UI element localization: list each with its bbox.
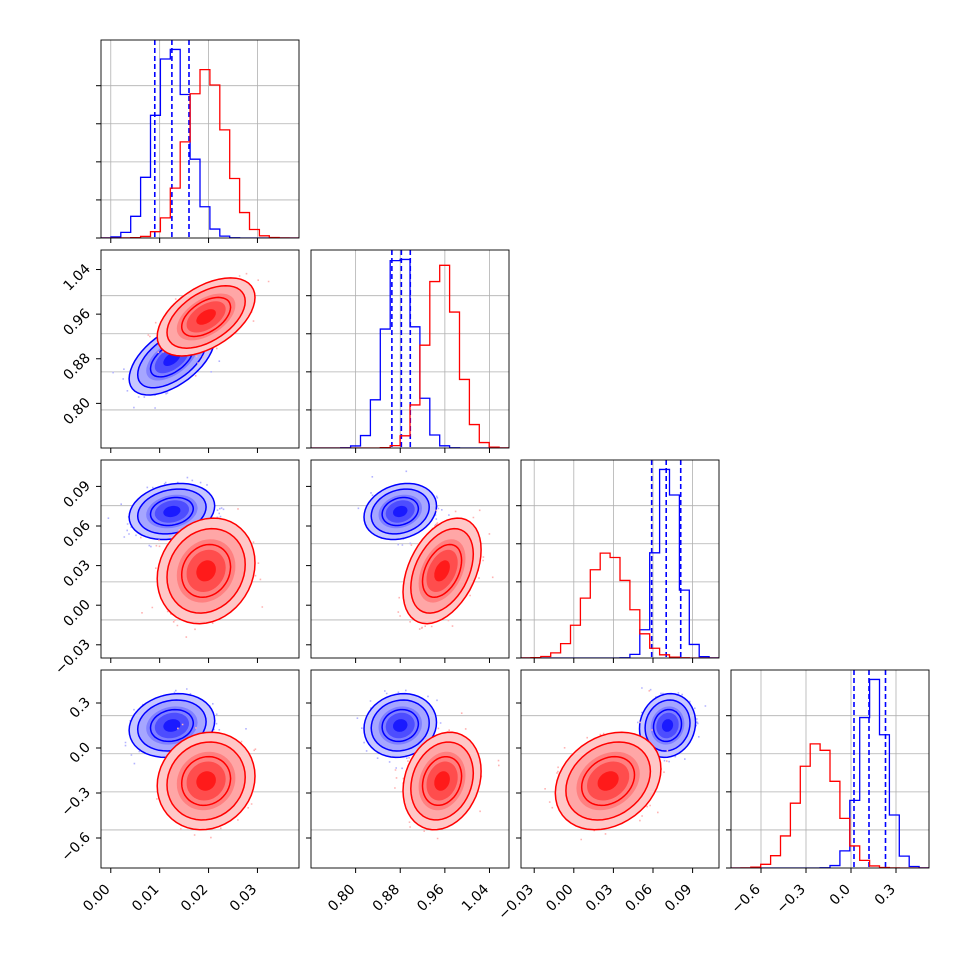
- y-tick-label: −0.6: [58, 829, 93, 864]
- panel-frame: [730, 669, 930, 869]
- contour-1-2: [180, 543, 232, 599]
- contour-0-0: [363, 482, 438, 541]
- contour-1-1: [166, 284, 246, 349]
- histogram-panel-2: [521, 460, 719, 658]
- x-tick-label: 0.03: [583, 882, 616, 915]
- y-tick-label: 0.80: [60, 395, 93, 428]
- scatter-panel-3-0: [101, 688, 299, 839]
- contour-0-1: [370, 488, 430, 535]
- panel-frame: [100, 249, 300, 449]
- scatter-panel-3-2: [521, 687, 719, 841]
- x-tick-label: −0.3: [773, 882, 808, 917]
- x-tick-label: −0.03: [495, 882, 537, 924]
- density-level-1-4: [196, 309, 216, 325]
- histogram-panel-0: [101, 40, 299, 238]
- panel-frame: [310, 459, 510, 659]
- x-tick-label: 0.00: [543, 882, 576, 915]
- x-tick-label: 0.3: [872, 882, 899, 909]
- y-tick-label: −0.03: [52, 636, 94, 678]
- contour-1-0: [402, 731, 482, 831]
- contour-1-0: [554, 731, 662, 831]
- density-level-0-4: [163, 719, 181, 732]
- panel-frame: [100, 39, 300, 239]
- histogram-panel-3: [731, 670, 929, 868]
- x-tick-label: 0.80: [325, 882, 358, 915]
- contour-0-2: [381, 708, 420, 743]
- contour-0-2: [149, 496, 195, 527]
- contour-1-2: [580, 755, 636, 807]
- contour-1-2: [180, 755, 232, 807]
- contour-1-0: [156, 517, 256, 625]
- density-level-1-4: [434, 771, 450, 791]
- x-tick-label: 0.01: [129, 882, 162, 915]
- contour-1-0: [156, 731, 256, 831]
- x-tick-label: 0.0: [827, 882, 854, 909]
- scatter-panel-3-1: [311, 689, 509, 840]
- y-tick-label: 0.88: [60, 350, 93, 383]
- panel-frame: [310, 669, 510, 869]
- panel-frame: [310, 249, 510, 449]
- panel-frame: [100, 459, 300, 659]
- density-level-1-4: [597, 771, 619, 791]
- density-level-0-4: [163, 505, 181, 518]
- contour-0-2: [381, 496, 420, 527]
- x-tick-label: 0.00: [80, 882, 113, 915]
- scatter-panel-2-1: [311, 470, 509, 630]
- y-tick-label: 0.3: [67, 695, 94, 722]
- contour-1-1: [565, 741, 652, 821]
- y-tick-label: 0.06: [60, 517, 93, 550]
- y-tick-label: 0.0: [67, 740, 94, 767]
- panel-frame: [520, 459, 720, 659]
- contour-1-1: [166, 741, 246, 821]
- density-level-1-4: [196, 560, 216, 582]
- x-tick-label: 0.02: [178, 882, 211, 915]
- contour-0-0: [638, 692, 697, 759]
- contour-1-1: [410, 527, 475, 614]
- y-tick-label: 0.00: [60, 597, 93, 630]
- contour-0-1: [644, 699, 691, 752]
- contour-0-1: [370, 699, 430, 752]
- x-tick-label: −0.6: [728, 881, 763, 916]
- x-tick-label: 0.03: [227, 882, 260, 915]
- density-level-0-4: [393, 505, 408, 518]
- y-tick-label: 0.09: [60, 478, 93, 511]
- histogram-series-1: [101, 68, 299, 238]
- x-tick-label: 0.09: [662, 882, 695, 915]
- contour-1-0: [402, 517, 482, 625]
- density-level-1-4: [434, 560, 450, 582]
- contour-1-1: [166, 527, 246, 614]
- density-level-0-4: [393, 719, 408, 732]
- contour-0-2: [149, 708, 195, 743]
- contour-1-2: [180, 296, 232, 338]
- contour-1-0: [156, 277, 256, 357]
- x-tick-label: 0.88: [370, 882, 403, 915]
- panel-frame: [520, 669, 720, 869]
- y-tick-label: 0.03: [60, 557, 93, 590]
- y-tick-label: 0.96: [60, 306, 93, 339]
- density-level-0-4: [661, 719, 674, 732]
- contour-1-2: [421, 543, 463, 599]
- density-level-1-4: [196, 771, 216, 791]
- contour-1-1: [410, 741, 475, 821]
- contour-0-2: [652, 708, 683, 743]
- contour-1-2: [421, 755, 463, 807]
- panel-frame: [100, 669, 300, 869]
- x-tick-label: 0.06: [622, 881, 655, 914]
- scatter-panel-2-0: [101, 476, 299, 638]
- y-tick-label: −0.3: [58, 785, 93, 820]
- x-tick-label: 0.96: [414, 881, 447, 914]
- histogram-panel-1: [311, 250, 509, 448]
- x-tick-label: 1.04: [459, 881, 492, 914]
- scatter-panel-1-0: [101, 272, 299, 411]
- y-tick-label: 1.04: [60, 261, 93, 294]
